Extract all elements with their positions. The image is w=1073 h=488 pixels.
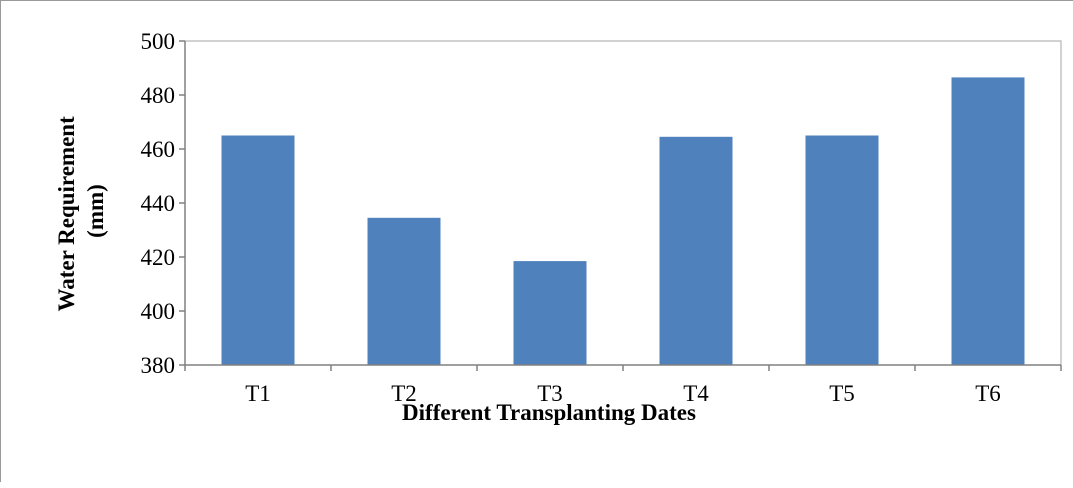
y-tick-label-420: 420 (141, 245, 176, 270)
bar-t6 (951, 77, 1025, 366)
x-tick-label-t5: T5 (829, 381, 855, 406)
bar-t5 (805, 135, 879, 365)
bar-t4 (659, 136, 733, 365)
x-tick-label-t1: T1 (245, 381, 271, 406)
x-tick-label-t2: T2 (391, 381, 417, 406)
x-tick-label-t3: T3 (537, 381, 563, 406)
y-tick-label-460: 460 (141, 137, 176, 162)
bar-t1 (221, 135, 295, 365)
y-tick-label-380: 380 (141, 353, 176, 378)
y-tick-label-500: 500 (141, 29, 176, 54)
y-axis-title-line-1: Water Requirement (54, 116, 79, 312)
y-tick-label-400: 400 (141, 299, 176, 324)
y-tick-label-480: 480 (141, 83, 176, 108)
bar-t2 (367, 217, 441, 365)
x-tick-label-t4: T4 (683, 381, 709, 406)
x-axis-title: Different Transplanting Dates (402, 400, 696, 425)
y-axis-title: Water Requirement (mm) (54, 110, 108, 311)
plot-area-border (184, 40, 1062, 366)
bar-t3 (513, 261, 587, 365)
y-axis-title-line-2: (mm) (83, 184, 108, 238)
y-tick-label-440: 440 (141, 191, 176, 216)
x-tick-label-t6: T6 (975, 381, 1001, 406)
